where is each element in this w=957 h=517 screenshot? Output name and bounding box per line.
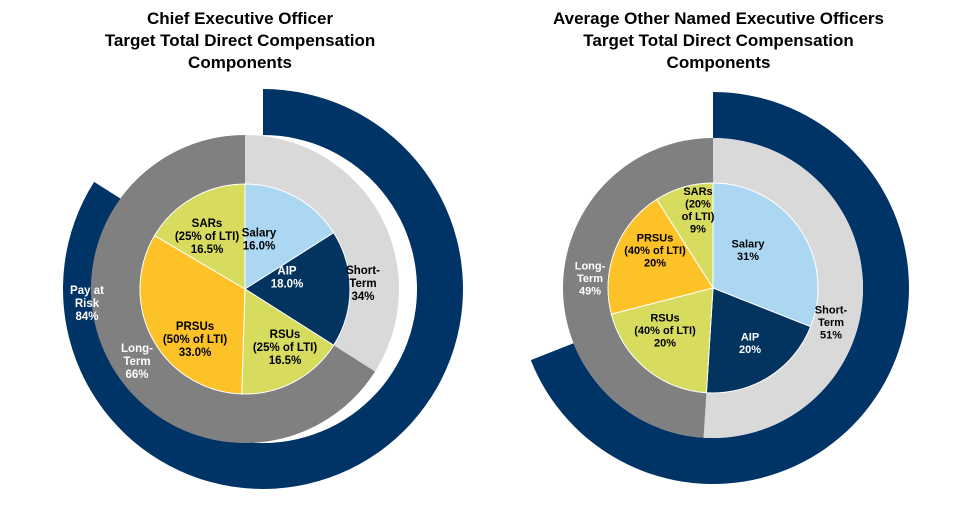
neo-inner-slice-salary xyxy=(712,182,819,328)
ceo-inner-slice-rsus xyxy=(241,288,335,395)
ceo-inner-label-aip: AIP 18.0% xyxy=(271,266,304,291)
neo-middle-slice-long xyxy=(563,138,713,438)
neo-title-line-3: Components xyxy=(666,53,771,72)
neo-title-line-1: Average Other Named Executive Officers xyxy=(552,9,884,28)
ceo-middle-label-short: Short-Term 34% xyxy=(346,265,380,303)
ceo-chart-title: Chief Executive Officer Target Total Dir… xyxy=(0,8,480,74)
neo-middle-label-long: Long-Term 49% xyxy=(575,260,606,297)
neo-inner-slice-prsus xyxy=(607,198,714,315)
neo-nested-pie-chart: Pay at Risk 69% Short-Term 51% Long-Term 49% Sa… xyxy=(522,92,909,485)
neo-inner-label-salary: Salary 31% xyxy=(731,239,765,264)
neo-inner-label-rsus: RSUs (40% of LTI) 20% xyxy=(634,312,696,349)
ceo-inner-label-sars: SARs (25% of LTI) 16.5% xyxy=(175,218,239,256)
neo-inner-label-aip: AIP 20% xyxy=(739,332,761,357)
ceo-inner-label-salary: Salary 16.0% xyxy=(242,228,277,253)
neo-inner-slice-rsus xyxy=(610,287,714,394)
ceo-inner-slice-aip xyxy=(244,232,351,346)
neo-chart-title: Average Other Named Executive Officers T… xyxy=(480,8,957,74)
ceo-middle-label-long: Long-Term 66% xyxy=(121,343,153,381)
ceo-nested-pie-chart: Pay at Risk 84% Short-Term 34% Long-Term 66% Sa… xyxy=(62,89,464,489)
neo-outer-label-pay-at: Pay at Risk 69% xyxy=(522,282,555,319)
ceo-inner-slice-salary xyxy=(244,183,335,290)
neo-inner-slice-sars xyxy=(656,182,714,290)
ceo-title-line-2: Target Total Direct Compensation xyxy=(104,31,376,50)
ceo-inner-label-prsus: PRSUs (50% of LTI) 33.0% xyxy=(163,321,227,359)
ceo-inner-label-rsus: RSUs (25% of LTI) 16.5% xyxy=(253,329,317,367)
neo-inner-label-prsus: PRSUs (40% of LTI) 20% xyxy=(624,232,686,269)
ceo-outer-label-pay-at: Pay at Risk 84% xyxy=(70,285,104,323)
neo-title-line-2: Target Total Direct Compensation xyxy=(583,31,854,50)
ceo-chart-panel: Chief Executive Officer Target Total Dir… xyxy=(0,8,480,489)
neo-inner-label-sars: SARs (20% of LTI) 9% xyxy=(682,186,715,236)
ceo-inner-slice-sars xyxy=(153,183,246,290)
neo-chart-panel: Average Other Named Executive Officers T… xyxy=(480,0,957,517)
ceo-inner-slice-prsus xyxy=(139,234,246,395)
ceo-middle-slice-long xyxy=(90,135,376,443)
ceo-title-line-3: Components xyxy=(188,53,292,72)
neo-inner-slice-aip xyxy=(705,287,812,394)
ceo-title-line-1: Chief Executive Officer xyxy=(146,9,334,28)
ceo-middle-slice-short xyxy=(245,135,399,372)
neo-middle-slice-short xyxy=(703,138,864,439)
neo-middle-label-short: Short-Term 51% xyxy=(815,304,848,341)
